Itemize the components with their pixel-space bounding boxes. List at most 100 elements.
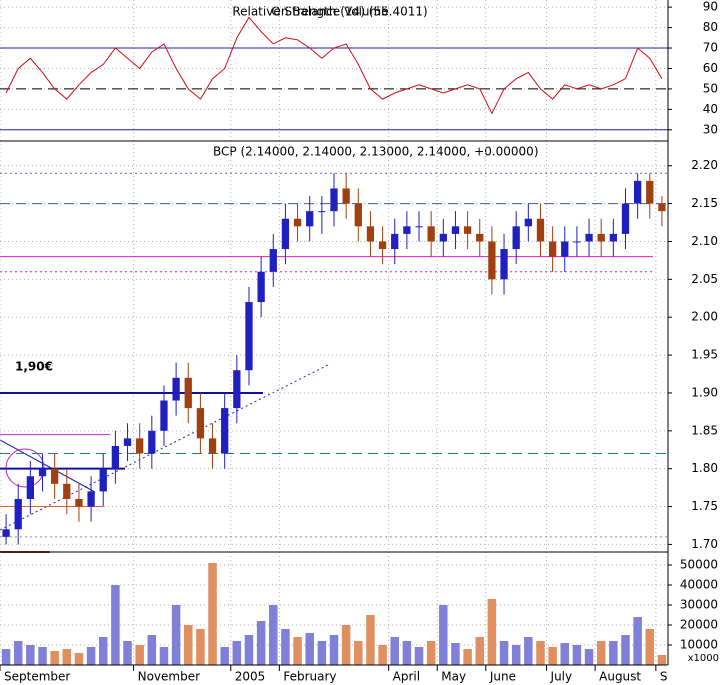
candle-body: [658, 203, 666, 212]
rsi-line: [5, 16, 663, 115]
volume-bar: [86, 647, 96, 665]
candle-body: [597, 233, 605, 242]
x-tick-label: July: [550, 670, 573, 684]
x-tick-label: 2005: [235, 670, 266, 684]
volume-bar: [572, 645, 582, 665]
volume-bar: [159, 647, 169, 665]
x-tick-label: May: [441, 670, 466, 684]
y-tick-label: 2.20: [691, 158, 718, 172]
candle-body: [14, 498, 22, 530]
candle-body: [524, 218, 532, 227]
candle-body: [196, 408, 205, 439]
volume-bar: [98, 637, 108, 665]
candle-body: [293, 218, 302, 227]
candle-body: [646, 180, 654, 204]
candle-body: [427, 226, 435, 242]
volume-bar: [1, 649, 11, 665]
candle-body: [148, 430, 156, 454]
candle-body: [391, 233, 399, 250]
y-tick-label: 2.15: [691, 196, 718, 210]
candle-body: [366, 226, 375, 242]
volume-bar: [366, 615, 375, 665]
candle-body: [451, 226, 460, 234]
volume-bar: [171, 605, 181, 665]
volume-bar: [560, 643, 570, 665]
trend-line: [0, 439, 96, 493]
y-tick-label: 1.90: [691, 385, 718, 399]
volume-bar: [135, 645, 144, 665]
y-tick-label: 80: [703, 20, 718, 34]
volume-bar: [317, 641, 327, 665]
volume-bar: [426, 641, 436, 665]
volume-bar: [13, 641, 23, 665]
y-tick-label: 40: [703, 102, 718, 116]
candle-body: [500, 249, 508, 280]
volume-unit: x1000: [688, 653, 719, 664]
y-tick-label: 1.80: [691, 461, 718, 475]
candle-body: [318, 211, 326, 213]
volume-bar: [390, 637, 399, 665]
candle-body: [488, 241, 496, 280]
volume-bar: [196, 629, 205, 665]
x-tick-label: August: [599, 670, 641, 684]
candle-body: [184, 377, 192, 409]
volume-bar: [633, 617, 642, 665]
candle-body: [26, 476, 35, 499]
candle-body: [378, 241, 387, 250]
x-tick-label: February: [283, 670, 336, 684]
y-tick-label: 90: [703, 0, 718, 14]
x-tick-label: June: [489, 670, 516, 684]
candle-body: [2, 529, 10, 537]
candle-body: [87, 491, 95, 507]
volume-bar: [111, 585, 120, 665]
volume-bar: [621, 635, 630, 665]
candle-body: [136, 438, 144, 454]
y-tick-label: 50: [703, 81, 718, 95]
volume-bar: [511, 645, 521, 665]
candle-body: [415, 226, 423, 228]
candle-body: [63, 483, 71, 499]
volume-bar: [402, 641, 412, 665]
x-tick-label: April: [393, 670, 420, 684]
price-title: BCP (2.14000, 2.14000, 2.13000, 2.14000,…: [213, 145, 539, 159]
volume-bar: [657, 655, 667, 665]
volume-bar: [244, 635, 254, 665]
volume-bar: [341, 625, 351, 665]
candle-body: [38, 468, 47, 477]
candle-body: [306, 211, 314, 227]
candle-body: [463, 226, 472, 234]
volume-bar: [475, 637, 484, 665]
candle-body: [633, 180, 642, 204]
candle-body: [330, 188, 338, 212]
annotation: 1,90€: [15, 360, 53, 374]
volume-bar: [584, 649, 594, 665]
volume-bar: [451, 643, 460, 665]
x-tick-label: S: [660, 670, 668, 684]
volume-bar: [305, 633, 314, 665]
candle-body: [621, 203, 630, 234]
candle-body: [354, 203, 362, 227]
volume-bar: [123, 641, 132, 665]
candle-body: [99, 468, 107, 492]
volume-bar: [269, 605, 278, 665]
candle-body: [221, 408, 229, 454]
y-tick-label: 70: [703, 41, 718, 55]
candle-body: [536, 218, 545, 242]
volume-bar: [524, 637, 533, 665]
x-tick-label: September: [4, 670, 70, 684]
volume-bar: [329, 635, 339, 665]
volume-bar: [147, 635, 157, 665]
candle-body: [51, 468, 59, 484]
candle-body: [111, 445, 120, 469]
y-tick-label: 2.00: [691, 310, 718, 324]
candle-body: [585, 233, 593, 242]
overlay-title: On Balance Volume: [271, 5, 388, 19]
y-tick-label: 30000: [680, 598, 718, 612]
volume-bar: [548, 647, 557, 665]
volume-bar: [354, 641, 363, 665]
volume-bar: [439, 605, 448, 665]
candle-body: [208, 438, 217, 454]
volume-bar: [26, 645, 35, 665]
